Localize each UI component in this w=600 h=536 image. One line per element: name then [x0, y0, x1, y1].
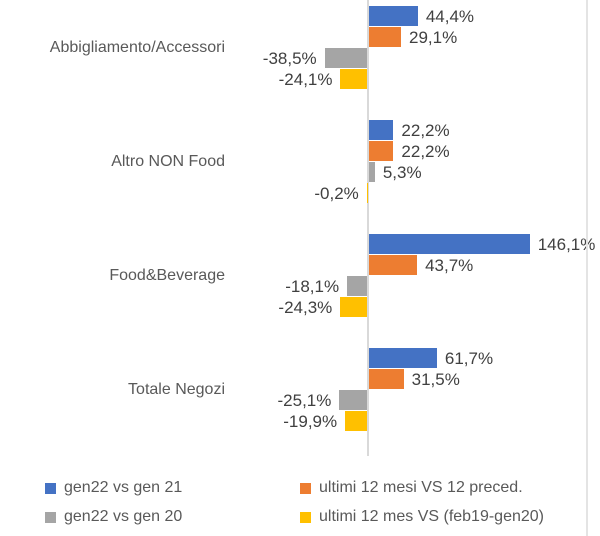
legend-label: gen22 vs gen 21: [64, 479, 183, 496]
chart-bar: [369, 6, 418, 26]
zero-axis-line: [367, 0, 369, 456]
legend-item: gen22 vs gen 20: [45, 508, 300, 526]
chart-bar: [324, 48, 367, 68]
data-label: 43,7%: [425, 256, 474, 275]
chart-bar: [369, 255, 418, 275]
data-label: 31,5%: [411, 370, 460, 389]
chart-bar: [369, 162, 375, 182]
chart-bar: [340, 69, 367, 89]
data-label: 61,7%: [444, 349, 494, 368]
chart-bar: [369, 120, 394, 140]
data-label: 44,4%: [425, 7, 475, 26]
legend-marker-icon: [300, 511, 311, 523]
category-label: Totale Negozi: [128, 381, 225, 398]
category-label: Altro NON Food: [111, 153, 225, 170]
legend-item: ultimi 12 mes VS (feb19-gen20): [300, 508, 544, 526]
legend-marker-icon: [300, 482, 311, 494]
plot-area: 44,4% 29,1% -38,5% -24,1% 22,2% 22,2% 5,3% -0,2…: [49, 0, 596, 456]
data-label: 22,2%: [401, 121, 450, 140]
chart-bar: [340, 297, 367, 317]
chart-bar: [369, 234, 530, 254]
legend-marker-icon: [45, 511, 56, 523]
chart-bar: [369, 141, 394, 161]
legend-label: gen22 vs gen 20: [64, 508, 183, 525]
data-label: -19,9%: [283, 412, 338, 431]
data-label: -25,1%: [277, 391, 332, 410]
data-label: 22,2%: [401, 142, 450, 161]
chart-bar: [345, 411, 367, 431]
chart-bar: [369, 348, 437, 368]
chart-bar: [339, 390, 367, 410]
legend: gen22 vs gen 21 ultimi 12 mesi VS 12 prec…: [45, 479, 544, 526]
chart-bar: [369, 27, 401, 47]
data-label: 5,3%: [382, 163, 422, 182]
legend-item: ultimi 12 mesi VS 12 preced.: [300, 479, 544, 497]
data-label: -18,1%: [285, 277, 340, 296]
legend-label: ultimi 12 mesi VS 12 preced.: [319, 479, 523, 496]
data-label: -24,1%: [278, 70, 333, 89]
data-label: -24,3%: [278, 298, 333, 317]
legend-marker-icon: [45, 482, 56, 494]
chart-bar: [369, 369, 404, 389]
legend-item: gen22 vs gen 21: [45, 479, 300, 497]
data-label: 146,1%: [537, 235, 596, 254]
category-label: Abbigliamento/Accessori: [49, 39, 225, 56]
chart-bar: [347, 276, 367, 296]
chart-frame-right-border: [586, 0, 588, 536]
data-label: -38,5%: [262, 49, 317, 68]
category-label: Food&Beverage: [109, 267, 225, 284]
legend-label: ultimi 12 mes VS (feb19-gen20): [319, 508, 544, 525]
data-label: -0,2%: [314, 184, 359, 203]
data-label: 29,1%: [409, 28, 458, 47]
